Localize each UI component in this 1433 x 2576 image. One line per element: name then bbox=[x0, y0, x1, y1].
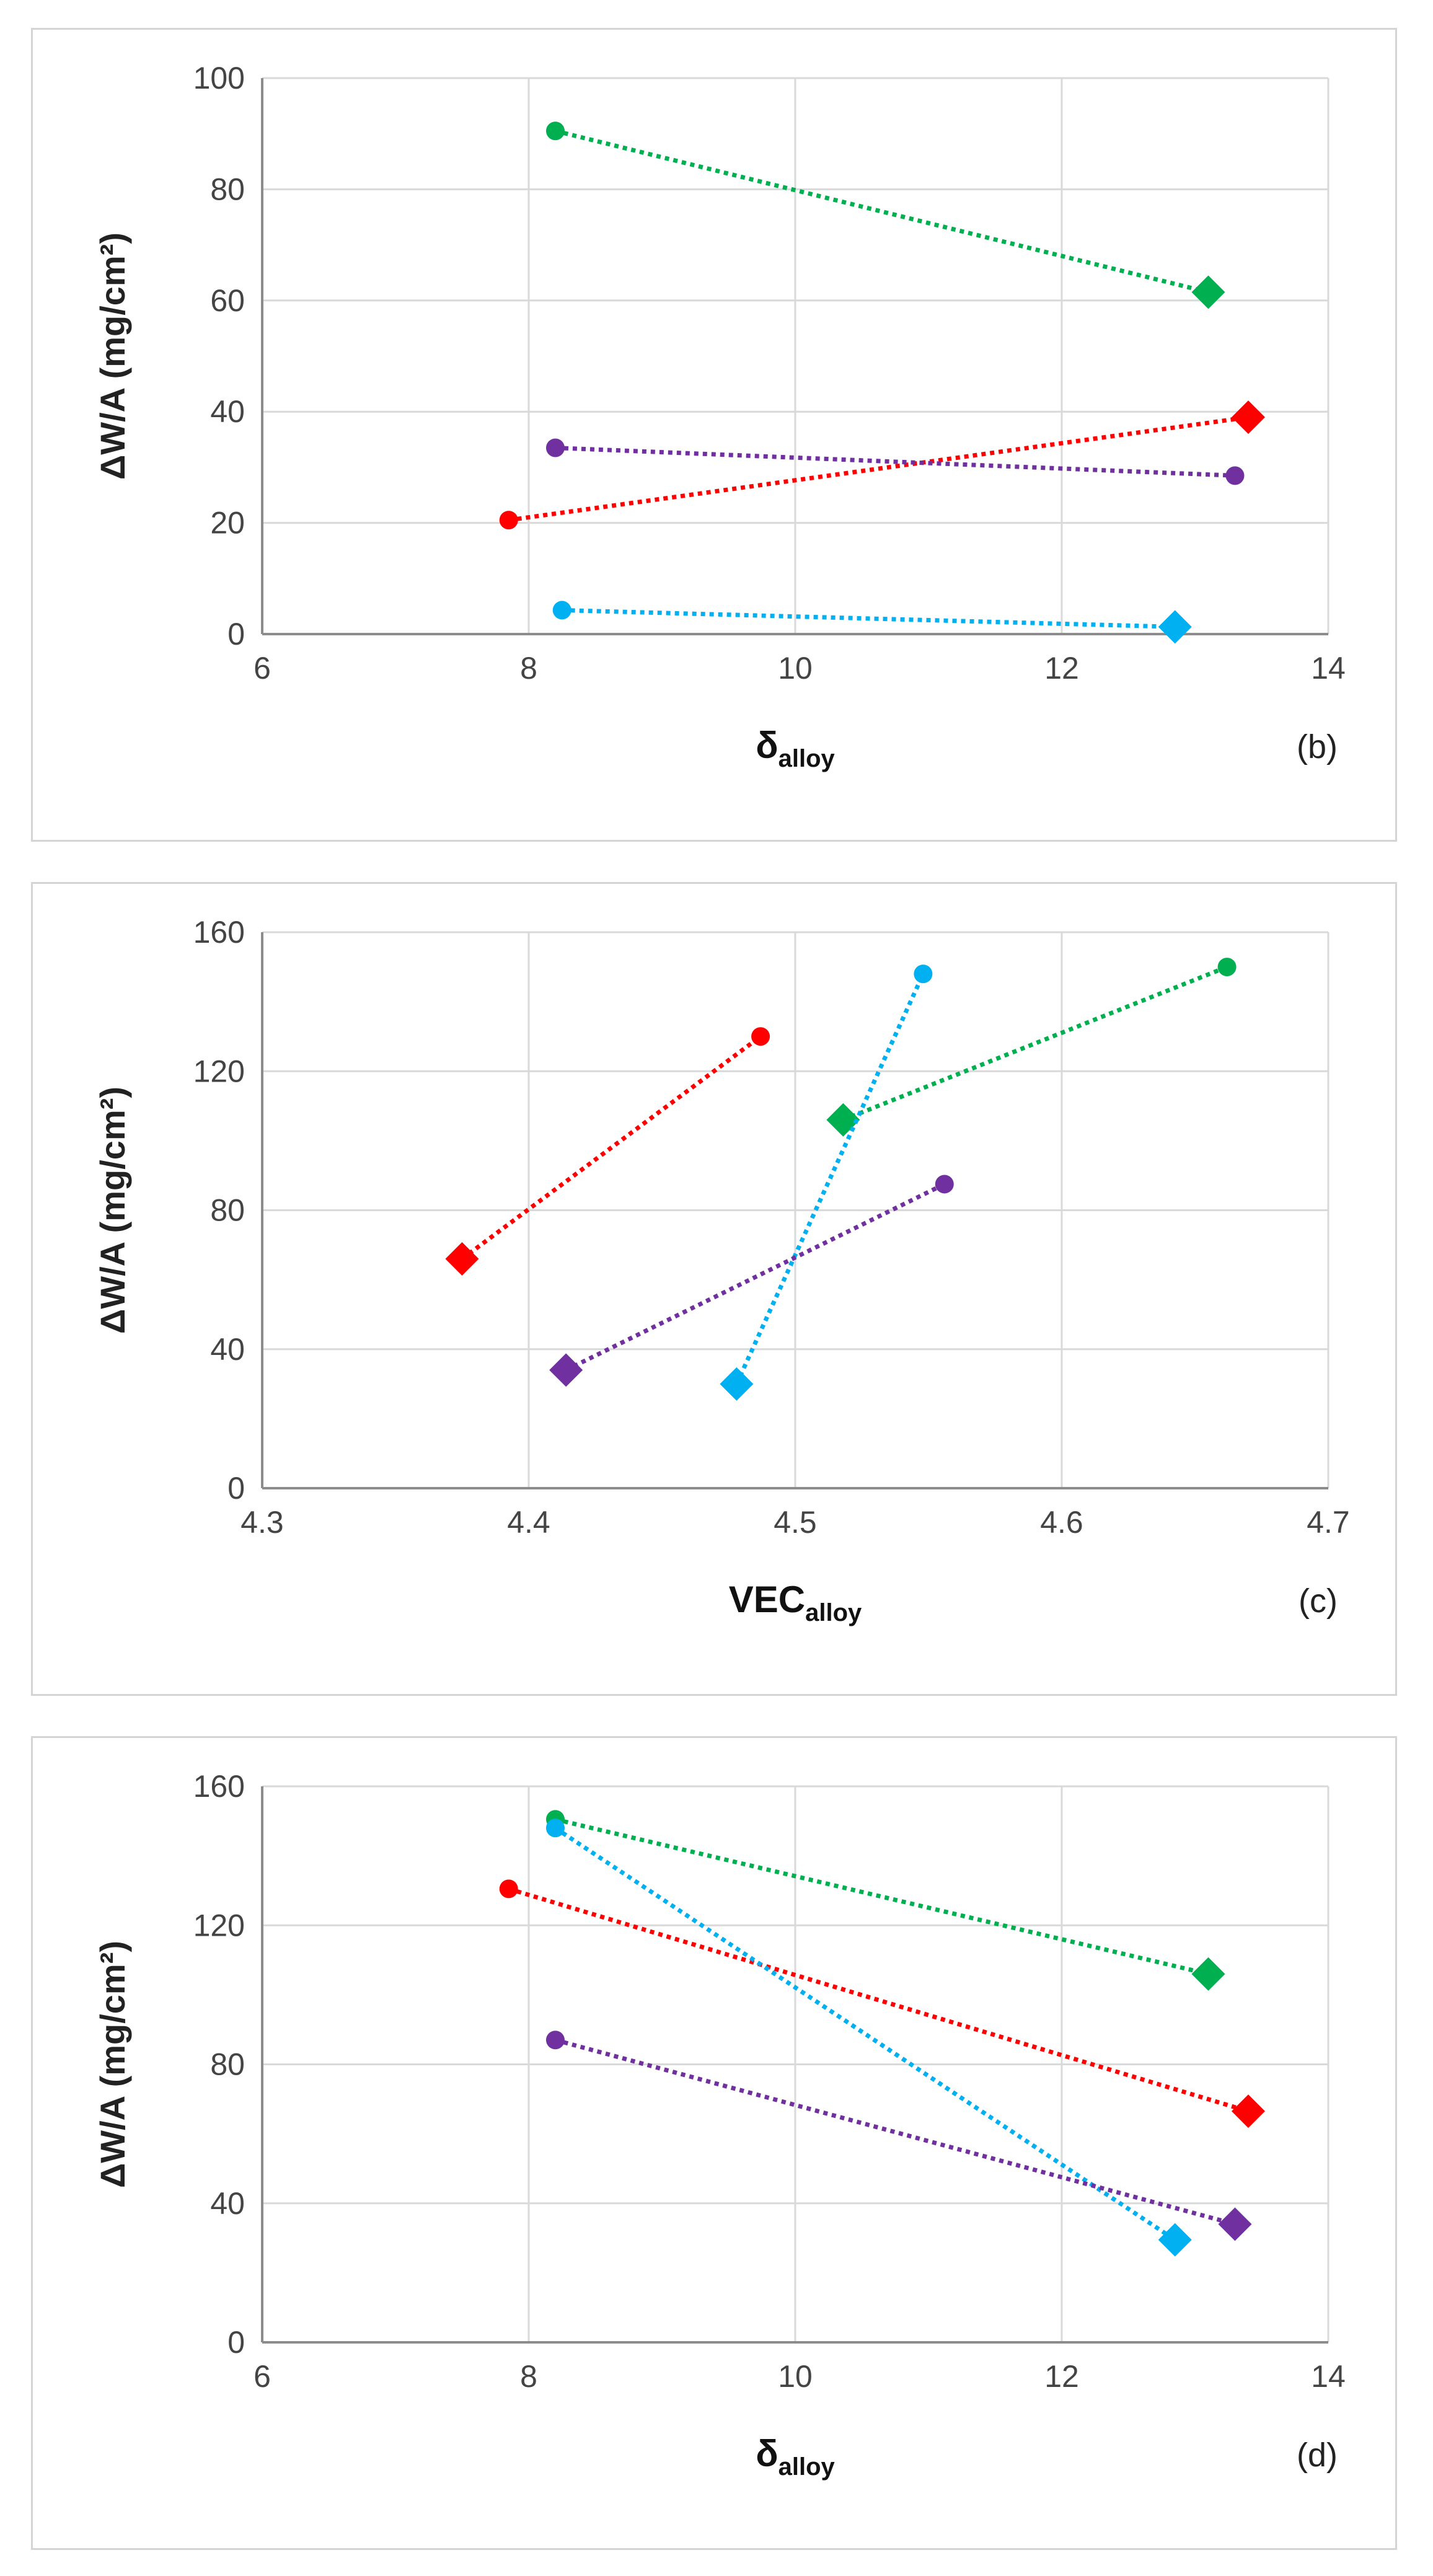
data-point-circle bbox=[552, 601, 571, 620]
chart-panel-d: 6 8 10 12 14 0 40 80 120 160 ΔW/A (mg/cm²) δalloy (d… bbox=[31, 1736, 1397, 2550]
series-line bbox=[508, 1887, 1250, 2114]
data-point-circle bbox=[1217, 958, 1237, 977]
data-point-circle bbox=[546, 438, 565, 457]
data-point-diamond bbox=[1191, 275, 1225, 309]
y-axis-title: ΔW/A (mg/cm²) bbox=[93, 1941, 132, 2188]
data-point-circle bbox=[935, 1175, 954, 1194]
series-line bbox=[461, 1034, 762, 1261]
series-line bbox=[554, 1826, 1176, 2242]
data-point-diamond bbox=[445, 1242, 479, 1276]
x-tick-label: 8 bbox=[520, 2359, 537, 2394]
x-tick-label: 4.7 bbox=[1307, 1505, 1350, 1540]
series-line bbox=[555, 446, 1235, 478]
panel-label: (b) bbox=[1297, 728, 1338, 765]
x-tick-label: 10 bbox=[778, 651, 813, 686]
series-line bbox=[842, 964, 1228, 1122]
y-tick-label: 160 bbox=[193, 1769, 245, 1804]
chart-d-svg: 6 8 10 12 14 0 40 80 120 160 ΔW/A (mg/cm²) δalloy (d… bbox=[93, 1769, 1346, 2481]
data-point-circle bbox=[499, 1879, 518, 1899]
y-tick-label: 40 bbox=[210, 2186, 245, 2221]
x-tick-label: 10 bbox=[778, 2359, 813, 2394]
y-tick-label: 120 bbox=[193, 1908, 245, 1943]
y-tick-label: 40 bbox=[210, 394, 245, 429]
chart-panel-c: 4.3 4.4 4.5 4.6 4.7 0 40 80 120 160 ΔW/A (mg/cm²) V… bbox=[31, 882, 1397, 1696]
series-line bbox=[562, 607, 1175, 629]
data-point-diamond bbox=[1158, 610, 1192, 644]
data-point-diamond bbox=[1232, 400, 1265, 434]
x-tick-label: 6 bbox=[254, 651, 271, 686]
panel-label: (d) bbox=[1297, 2437, 1338, 2474]
y-tick-label: 60 bbox=[210, 283, 245, 318]
y-tick-label: 40 bbox=[210, 1332, 245, 1367]
data-point-circle bbox=[546, 121, 565, 141]
data-point-diamond bbox=[1232, 2094, 1265, 2128]
series-line bbox=[555, 128, 1209, 294]
data-point-circle bbox=[499, 511, 518, 530]
x-tick-label: 8 bbox=[520, 651, 537, 686]
y-tick-label: 80 bbox=[210, 172, 245, 206]
x-axis-title: VECalloy bbox=[729, 1579, 862, 1626]
data-point-circle bbox=[914, 964, 933, 984]
x-tick-label: 12 bbox=[1044, 651, 1079, 686]
x-tick-label: 12 bbox=[1044, 2359, 1079, 2394]
data-point-diamond bbox=[1191, 1957, 1225, 1991]
y-tick-label: 100 bbox=[193, 61, 245, 95]
panel-label: (c) bbox=[1299, 1582, 1338, 1620]
x-axis-title: δalloy bbox=[756, 725, 835, 772]
series-line bbox=[565, 1182, 946, 1372]
data-point-diamond bbox=[720, 1367, 754, 1401]
y-axis-title: ΔW/A (mg/cm²) bbox=[93, 1087, 132, 1334]
data-point-diamond bbox=[826, 1103, 860, 1137]
x-tick-label: 4.5 bbox=[774, 1505, 817, 1540]
series-line bbox=[508, 415, 1249, 523]
data-point-diamond bbox=[549, 1353, 583, 1387]
y-tick-label: 0 bbox=[227, 1471, 245, 1506]
data-point-circle bbox=[546, 2031, 565, 2050]
y-tick-label: 0 bbox=[227, 617, 245, 651]
y-axis-title: ΔW/A (mg/cm²) bbox=[93, 232, 132, 480]
x-tick-label: 14 bbox=[1311, 2359, 1346, 2394]
chart-panel-b: 6 8 10 12 14 0 20 40 60 80 100 ΔW/A (mg/cm²) δalloy (… bbox=[31, 28, 1397, 842]
data-point-circle bbox=[546, 1819, 565, 1838]
y-tick-label: 80 bbox=[210, 1193, 245, 1228]
data-point-circle bbox=[1225, 466, 1245, 485]
y-tick-label: 160 bbox=[193, 915, 245, 950]
series-line bbox=[734, 973, 925, 1385]
data-point-diamond bbox=[1158, 2223, 1192, 2257]
x-tick-label: 6 bbox=[254, 2359, 271, 2394]
x-tick-label: 4.4 bbox=[507, 1505, 550, 1540]
x-tick-label: 4.3 bbox=[240, 1505, 284, 1540]
y-tick-label: 80 bbox=[210, 2047, 245, 2082]
series-line bbox=[555, 1817, 1209, 1977]
chart-c-svg: 4.3 4.4 4.5 4.6 4.7 0 40 80 120 160 ΔW/A (mg/cm²) V… bbox=[93, 915, 1350, 1626]
y-tick-label: 0 bbox=[227, 2325, 245, 2360]
data-point-circle bbox=[751, 1027, 770, 1046]
chart-b-svg: 6 8 10 12 14 0 20 40 60 80 100 ΔW/A (mg/cm²) δalloy (… bbox=[93, 61, 1346, 772]
x-tick-label: 4.6 bbox=[1040, 1505, 1083, 1540]
data-point-diamond bbox=[1218, 2207, 1252, 2241]
y-tick-label: 120 bbox=[193, 1054, 245, 1088]
series-line bbox=[555, 2037, 1236, 2226]
y-tick-label: 20 bbox=[210, 506, 245, 540]
x-tick-label: 14 bbox=[1311, 651, 1346, 686]
x-axis-title: δalloy bbox=[756, 2433, 835, 2481]
